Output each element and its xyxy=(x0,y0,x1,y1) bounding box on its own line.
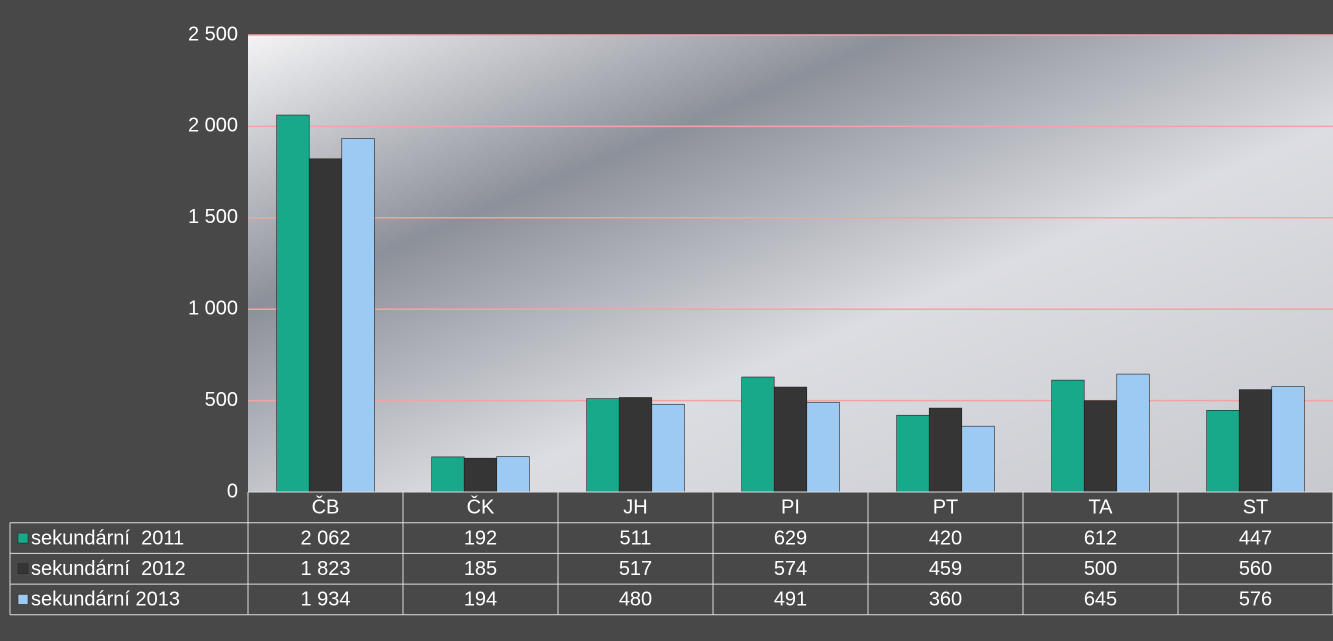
x-tick-label: ČK xyxy=(467,496,495,519)
data-label: 447 xyxy=(1239,527,1272,549)
data-label: 360 xyxy=(929,589,962,611)
bar xyxy=(896,414,930,493)
bar xyxy=(1238,389,1273,493)
x-tick-label: TA xyxy=(1088,497,1113,519)
bar xyxy=(341,138,375,493)
bar xyxy=(276,114,310,493)
data-label: 194 xyxy=(464,589,497,611)
bar xyxy=(806,401,840,493)
bar xyxy=(1083,400,1118,493)
data-label: 576 xyxy=(1239,589,1272,611)
x-tick-label: PT xyxy=(933,497,959,519)
bar xyxy=(1271,386,1305,493)
y-tick-label: 2 500 xyxy=(188,23,238,45)
y-tick-label: 2 000 xyxy=(188,115,238,137)
bar xyxy=(463,457,498,493)
legend-label: sekundární 2012 xyxy=(31,558,186,580)
bar xyxy=(773,386,808,493)
x-tick-label: ST xyxy=(1243,497,1269,519)
legend-marker xyxy=(17,594,29,605)
y-tick-label: 0 xyxy=(227,480,238,502)
data-label: 480 xyxy=(619,589,652,611)
y-tick-label: 1 000 xyxy=(188,297,238,319)
bar xyxy=(651,403,685,493)
data-label: 459 xyxy=(929,558,962,580)
data-label: 517 xyxy=(619,558,652,580)
bar xyxy=(1116,373,1150,493)
data-label: 2 062 xyxy=(300,527,350,549)
bar xyxy=(586,398,620,493)
data-label: 1 823 xyxy=(300,558,350,580)
legend-marker xyxy=(17,563,29,574)
bar xyxy=(741,376,775,493)
data-label: 491 xyxy=(774,589,807,611)
bar xyxy=(1051,379,1085,493)
data-label: 420 xyxy=(929,527,962,549)
data-label: 574 xyxy=(774,558,807,580)
legend-label: sekundární 2013 xyxy=(31,589,180,611)
data-label: 500 xyxy=(1084,558,1117,580)
bar xyxy=(431,456,465,493)
bar xyxy=(618,397,653,493)
legend-marker xyxy=(17,532,29,544)
bar xyxy=(496,456,530,493)
bar xyxy=(961,425,995,493)
x-tick-label: ČB xyxy=(312,496,340,519)
bar xyxy=(1206,409,1240,493)
data-label: 192 xyxy=(464,527,497,549)
bar xyxy=(308,158,343,493)
data-label: 560 xyxy=(1239,558,1272,580)
data-label: 645 xyxy=(1084,589,1117,611)
data-label: 185 xyxy=(464,558,497,580)
y-tick-label: 1 500 xyxy=(188,206,238,228)
bar xyxy=(928,407,963,493)
y-tick-label: 500 xyxy=(205,389,238,411)
legend-label: sekundární 2011 xyxy=(31,527,184,549)
x-tick-label: PI xyxy=(781,497,800,519)
data-label: 1 934 xyxy=(300,589,350,611)
data-label: 629 xyxy=(774,527,807,549)
data-label: 612 xyxy=(1084,527,1117,549)
x-tick-label: JH xyxy=(623,497,647,519)
data-label: 511 xyxy=(620,527,652,549)
